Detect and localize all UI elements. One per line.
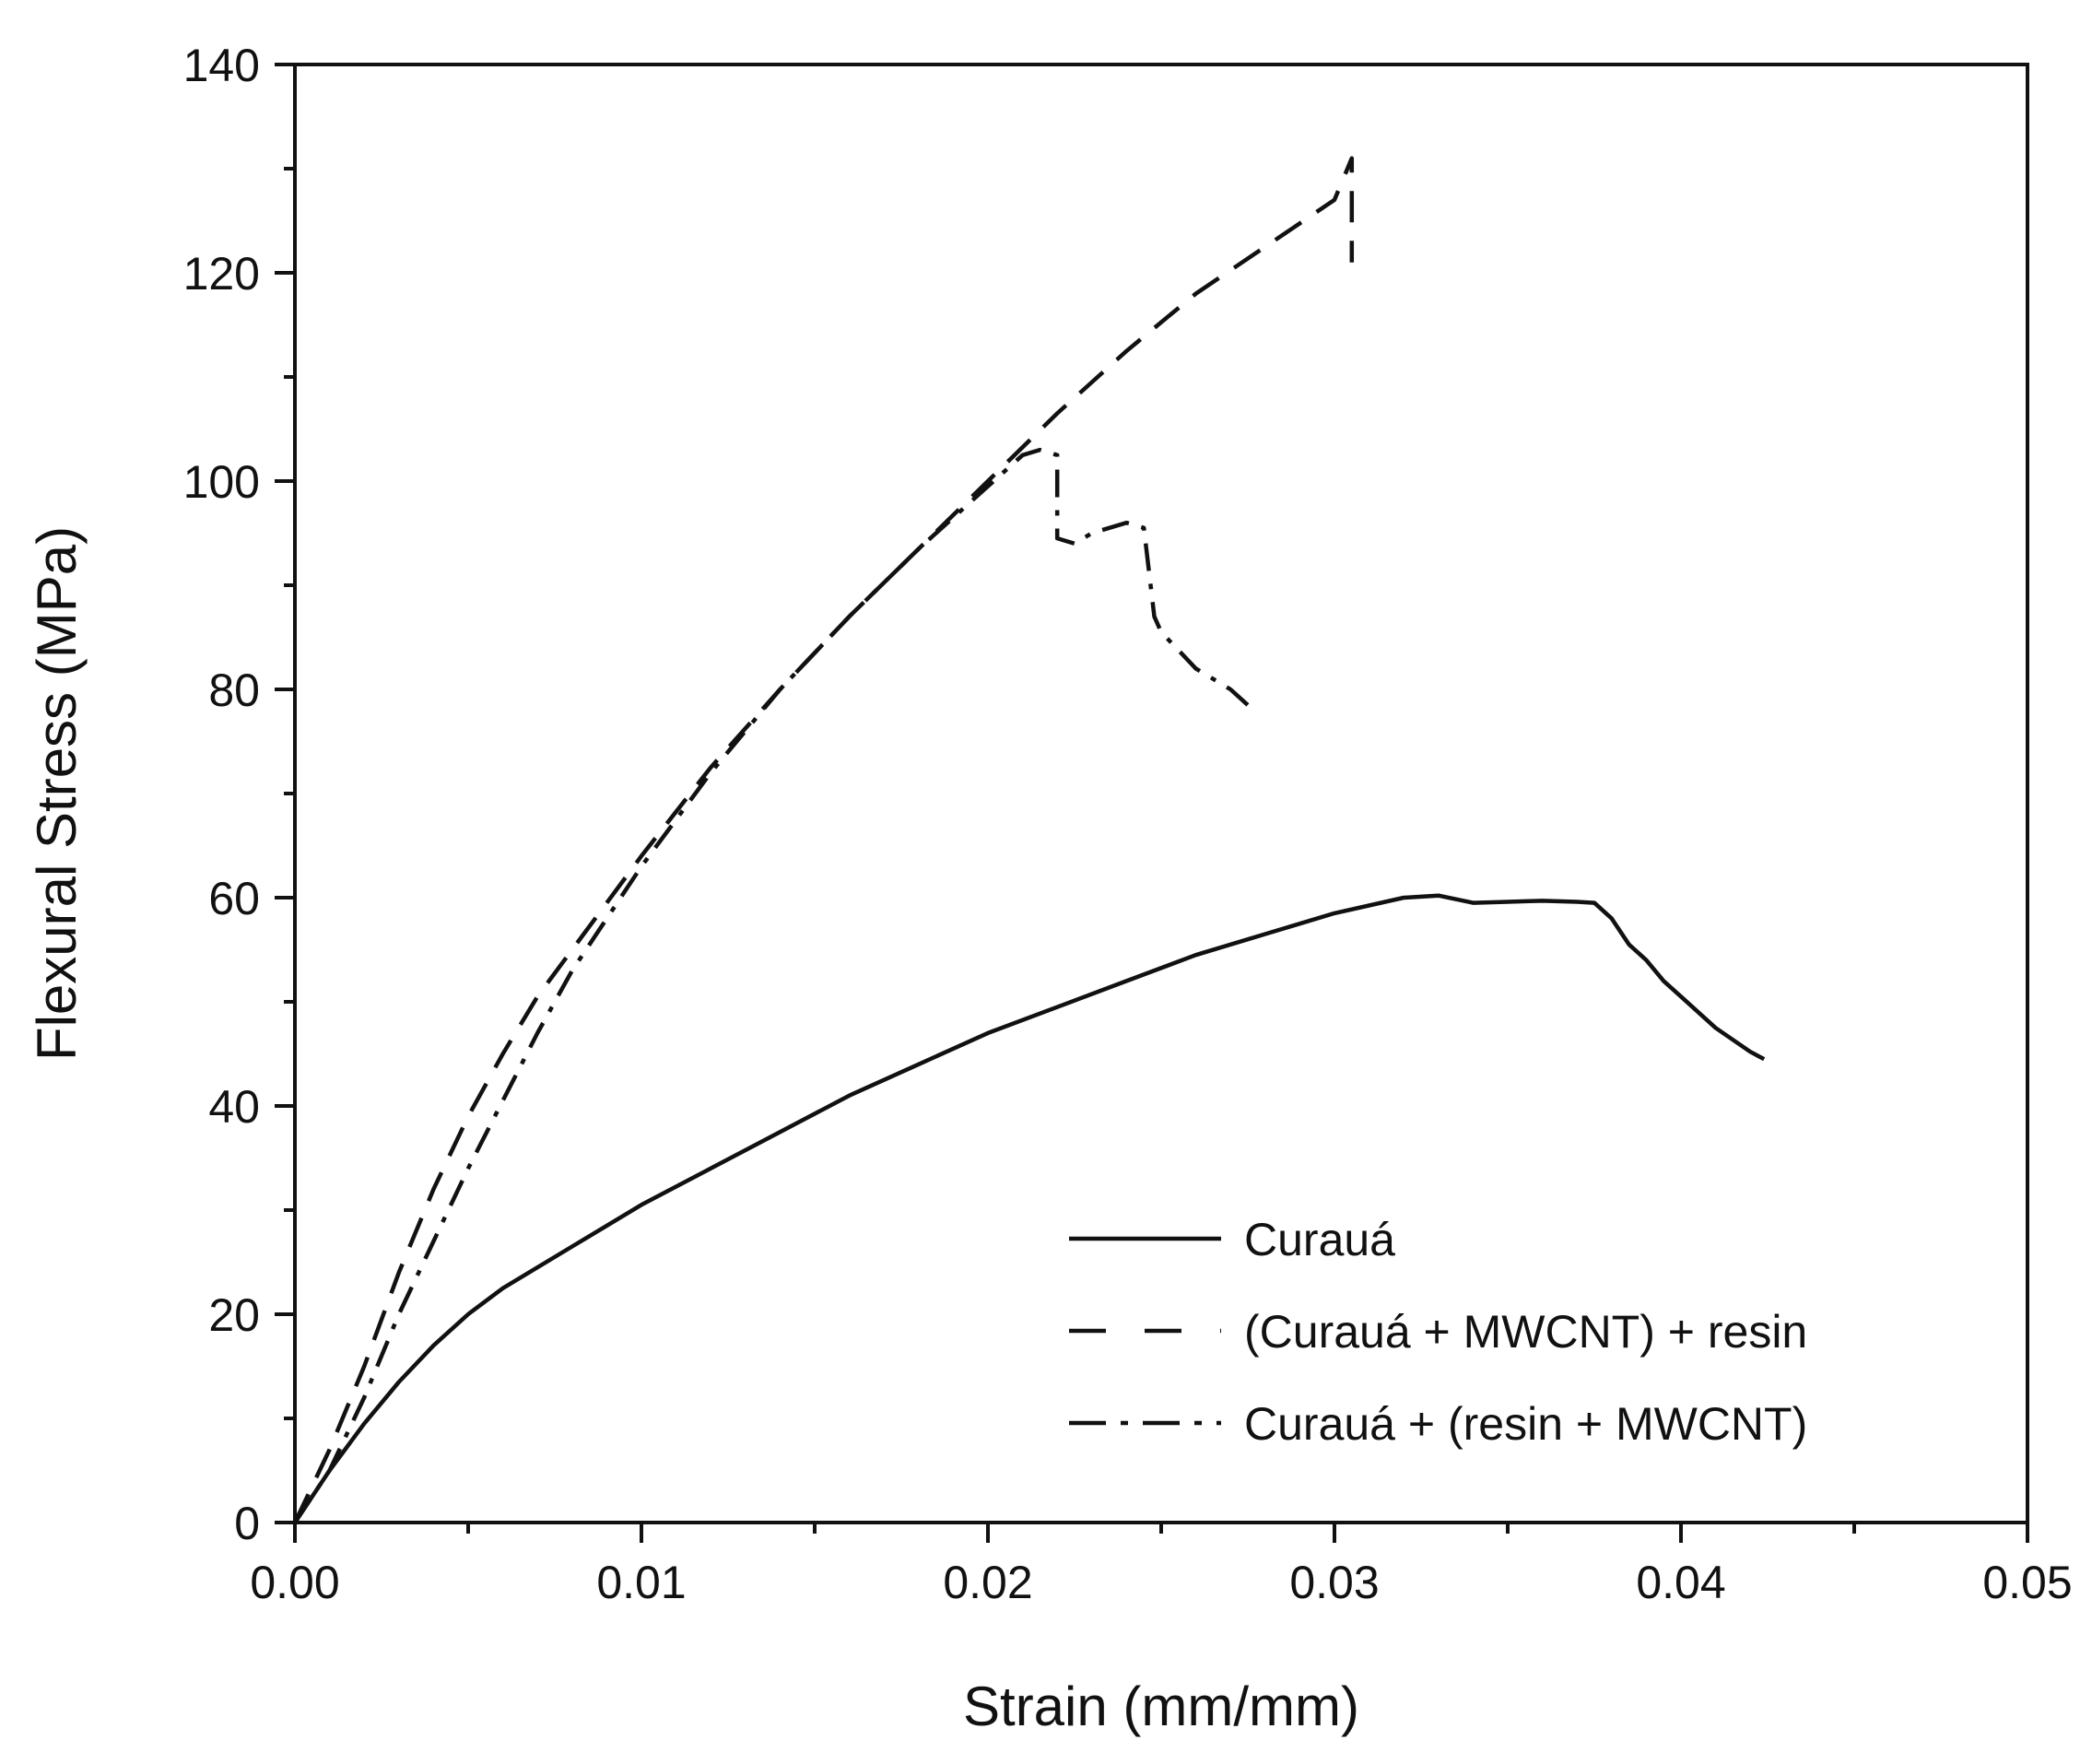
y-axis-tick-labels: 0 20 40 60 80 100 120 140 bbox=[183, 40, 260, 1549]
legend-label-3: Curauá + (resin + MWCNT) bbox=[1244, 1398, 1807, 1450]
x-axis-tick-labels: 0.00 0.01 0.02 0.03 0.04 0.05 bbox=[250, 1557, 2072, 1608]
legend-label-1: Curauá bbox=[1244, 1214, 1395, 1265]
y-tick-label: 140 bbox=[183, 40, 260, 91]
y-axis-title: Flexural Stress (MPa) bbox=[26, 526, 88, 1061]
legend: Curauá (Curauá + MWCNT) + resin Curauá + (… bbox=[1069, 1214, 1807, 1450]
legend-label-2: (Curauá + MWCNT) + resin bbox=[1244, 1306, 1807, 1358]
x-tick-label: 0.04 bbox=[1636, 1557, 1725, 1608]
y-axis-ticks bbox=[275, 63, 295, 1524]
y-tick-label: 20 bbox=[208, 1289, 260, 1341]
x-tick-label: 0.01 bbox=[596, 1557, 686, 1608]
series-layer bbox=[292, 156, 1766, 1524]
y-tick-label: 100 bbox=[183, 456, 260, 508]
y-tick-label: 120 bbox=[183, 248, 260, 300]
x-tick-label: 0.02 bbox=[943, 1557, 1032, 1608]
plot-frame bbox=[293, 63, 2029, 1524]
series-line-3 bbox=[293, 447, 1250, 1524]
x-tick-label: 0.03 bbox=[1289, 1557, 1379, 1608]
series-line-1 bbox=[293, 893, 1766, 1524]
y-tick-label: 60 bbox=[208, 873, 260, 924]
y-tick-label: 0 bbox=[234, 1498, 260, 1549]
x-tick-label: 0.00 bbox=[250, 1557, 339, 1608]
x-axis-title: Strain (mm/mm) bbox=[963, 1676, 1359, 1737]
series-line-2 bbox=[292, 156, 1355, 1523]
x-tick-label: 0.05 bbox=[1982, 1557, 2072, 1608]
y-tick-label: 80 bbox=[208, 664, 260, 716]
y-tick-label: 40 bbox=[208, 1081, 260, 1133]
